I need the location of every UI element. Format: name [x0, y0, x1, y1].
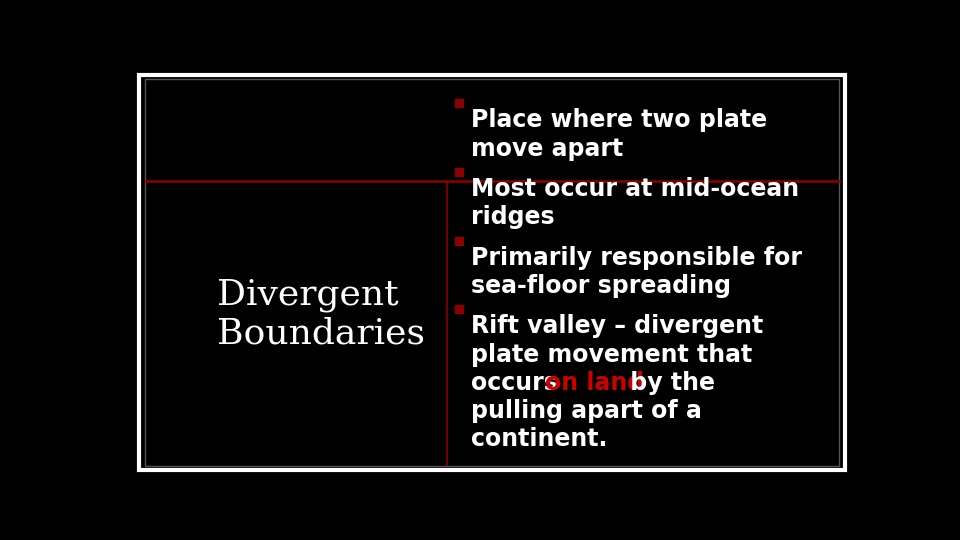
Text: plate movement that: plate movement that: [471, 342, 753, 367]
Text: Primarily responsible for: Primarily responsible for: [471, 246, 803, 269]
FancyBboxPatch shape: [145, 79, 839, 467]
Text: ridges: ridges: [471, 205, 555, 229]
Text: sea-floor spreading: sea-floor spreading: [471, 274, 732, 298]
Text: on land: on land: [545, 371, 644, 395]
Text: by the: by the: [622, 371, 714, 395]
Text: Place where two plate: Place where two plate: [471, 109, 767, 132]
Text: continent.: continent.: [471, 427, 608, 451]
Text: Divergent
Boundaries: Divergent Boundaries: [217, 278, 424, 351]
Text: occurs: occurs: [471, 371, 566, 395]
FancyBboxPatch shape: [138, 75, 846, 470]
Text: move apart: move apart: [471, 137, 623, 161]
Text: Rift valley – divergent: Rift valley – divergent: [471, 314, 763, 338]
Text: Most occur at mid-ocean: Most occur at mid-ocean: [471, 177, 800, 201]
Text: pulling apart of a: pulling apart of a: [471, 399, 702, 423]
